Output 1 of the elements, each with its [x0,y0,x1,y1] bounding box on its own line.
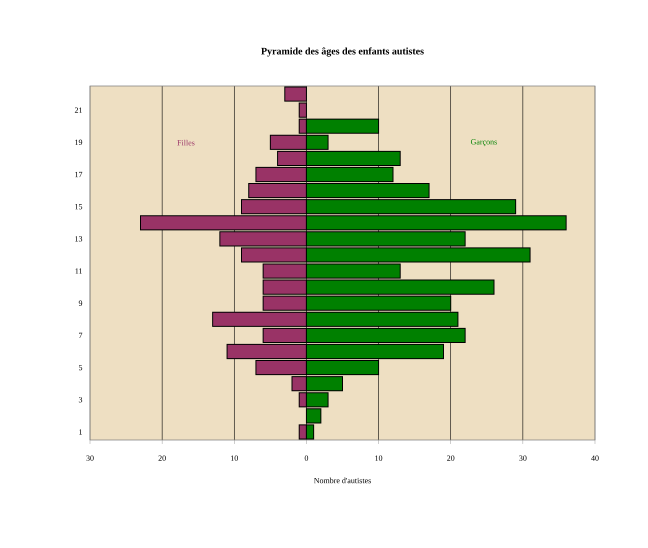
chart-title: Pyramide des âges des enfants autistes [261,47,424,57]
